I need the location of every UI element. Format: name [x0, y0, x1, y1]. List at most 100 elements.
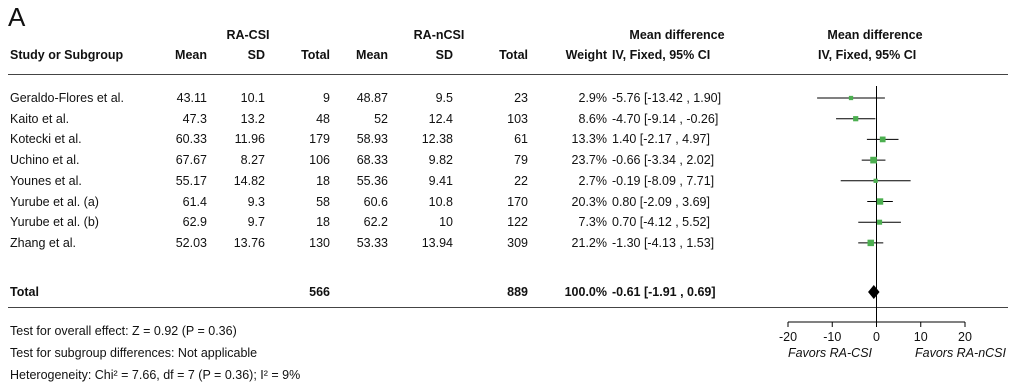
sd1-header: SD: [247, 48, 265, 62]
effect-marker: [853, 116, 859, 122]
sd1-cell: 13.2: [240, 111, 265, 126]
total2-cell: 309: [507, 235, 528, 250]
study-name: Kotecki et al.: [10, 132, 82, 147]
total-n2: 889: [507, 285, 528, 299]
mean2-cell: 52: [374, 111, 388, 126]
table-row: Geraldo-Flores et al. 43.11 10.1 9 48.87 9.5 2…: [0, 91, 1011, 113]
sd2-header: SD: [435, 48, 453, 62]
total2-cell: 22: [514, 173, 528, 188]
total1-cell: 179: [309, 132, 330, 147]
weight-cell: 2.9%: [578, 91, 608, 105]
panel-label: A: [8, 2, 26, 32]
md-method-left: IV, Fixed, 95% CI: [612, 48, 711, 62]
ci-cell: -4.70 [-9.14 , -0.26]: [612, 111, 719, 126]
x-tick-label: 0: [873, 330, 880, 344]
ci-cell: -0.66 [-3.34 , 2.02]: [612, 153, 715, 168]
total2-cell: 122: [507, 215, 528, 230]
effect-marker: [870, 156, 877, 164]
ci-cell: -0.19 [-8.09 , 7.71]: [612, 173, 715, 188]
sd2-cell: 10: [439, 215, 453, 230]
sd2-cell: 12.38: [421, 132, 453, 147]
study-name: Yurube et al. (b): [10, 215, 99, 230]
group1-header: RA-CSI: [226, 28, 270, 42]
total1-cell: 18: [316, 215, 330, 230]
total1-cell: 106: [309, 153, 330, 168]
effect-marker: [873, 178, 878, 183]
total2-cell: 79: [514, 153, 528, 168]
sd1-cell: 10.1: [240, 91, 265, 105]
x-tick-label: -20: [779, 330, 797, 344]
x-tick-label: -10: [823, 330, 841, 344]
table-row: Kaito et al. 47.3 13.2 48 52 12.4 103 8.6% -4.70…: [0, 112, 1011, 134]
mean2-cell: 48.87: [356, 91, 388, 105]
sd1-cell: 9.7: [247, 215, 265, 230]
ci-cell: -1.30 [-4.13 , 1.53]: [612, 235, 715, 250]
mean2-cell: 62.2: [363, 215, 388, 230]
x-tick-label: 20: [958, 330, 972, 344]
study-name: Yurube et al. (a): [10, 194, 99, 209]
sd2-cell: 9.41: [428, 173, 453, 188]
mean2-cell: 53.33: [356, 235, 388, 250]
subgroup-text: Test for subgroup differences: Not appli…: [10, 346, 258, 360]
sd2-cell: 9.5: [435, 91, 453, 105]
weight-cell: 7.3%: [578, 215, 608, 230]
md-title-right: Mean difference: [827, 28, 923, 42]
favors-right-label: Favors RA-nCSI: [915, 346, 1007, 360]
study-name: Zhang et al.: [10, 235, 77, 250]
total1-cell: 9: [323, 91, 330, 105]
sd1-cell: 13.76: [233, 235, 265, 250]
total-ci: -0.61 [-1.91 , 0.69]: [612, 285, 716, 299]
total-label: Total: [10, 285, 39, 299]
effect-marker: [848, 95, 854, 101]
total1-cell: 58: [316, 194, 330, 209]
total-n1: 566: [309, 285, 330, 299]
overall-effect-text: Test for overall effect: Z = 0.92 (P = 0…: [10, 324, 237, 338]
ci-cell: -5.76 [-13.42 , 1.90]: [612, 91, 722, 105]
mean2-cell: 58.93: [356, 132, 388, 147]
mean1-cell: 67.67: [175, 153, 207, 168]
ci-cell: 1.40 [-2.17 , 4.97]: [612, 132, 710, 147]
table-row: Zhang et al. 52.03 13.76 130 53.33 13.94 309 21…: [0, 236, 1011, 258]
mean1-cell: 47.3: [182, 111, 207, 126]
mean2-header: Mean: [356, 48, 388, 62]
weight-cell: 21.2%: [571, 235, 607, 250]
sd1-cell: 11.96: [234, 132, 265, 147]
weight-cell: 8.6%: [578, 111, 608, 126]
sd2-cell: 13.94: [421, 235, 453, 250]
total2-cell: 103: [507, 111, 528, 126]
weight-header: Weight: [565, 48, 607, 62]
favors-left-label: Favors RA-CSI: [788, 346, 873, 360]
total2-cell: 170: [507, 194, 528, 209]
total1-header: Total: [301, 48, 330, 62]
table-row: Uchino et al. 67.67 8.27 106 68.33 9.82 79 23.7…: [0, 153, 1011, 175]
sd1-cell: 9.3: [247, 194, 265, 209]
weight-cell: 23.7%: [571, 153, 607, 168]
md-method-right: IV, Fixed, 95% CI: [818, 48, 917, 62]
total1-cell: 48: [316, 111, 330, 126]
pooled-diamond: [868, 285, 880, 299]
sd2-cell: 12.4: [428, 111, 453, 126]
heterogeneity-text: Heterogeneity: Chi² = 7.66, df = 7 (P = …: [10, 368, 301, 382]
table-row: Younes et al. 55.17 14.82 18 55.36 9.41 22 2.7%…: [0, 174, 1011, 196]
mean2-cell: 55.36: [356, 173, 388, 188]
study-name: Uchino et al.: [10, 153, 80, 168]
mean1-cell: 60.33: [175, 132, 207, 147]
ci-cell: 0.80 [-2.09 , 3.69]: [612, 194, 710, 209]
study-name: Geraldo-Flores et al.: [10, 91, 124, 105]
table-row: Kotecki et al. 60.33 11.96 179 58.93 12.38 61 1…: [0, 132, 1011, 154]
weight-cell: 2.7%: [578, 173, 608, 188]
mean1-header: Mean: [175, 48, 207, 62]
study-name: Kaito et al.: [10, 111, 70, 126]
sd2-cell: 10.8: [428, 194, 453, 209]
mean1-cell: 61.4: [182, 194, 207, 209]
mean2-cell: 60.6: [363, 194, 388, 209]
table-row: Yurube et al. (b) 62.9 9.7 18 62.2 10 122 7.3% 0…: [0, 215, 1011, 237]
effect-marker: [879, 136, 886, 143]
total2-cell: 23: [514, 91, 528, 105]
effect-marker: [877, 219, 883, 225]
table-row: Yurube et al. (a) 61.4 9.3 58 60.6 10.8 170 20.…: [0, 195, 1011, 217]
sd2-cell: 9.82: [428, 153, 453, 168]
mean1-cell: 55.17: [175, 173, 207, 188]
total2-header: Total: [499, 48, 528, 62]
